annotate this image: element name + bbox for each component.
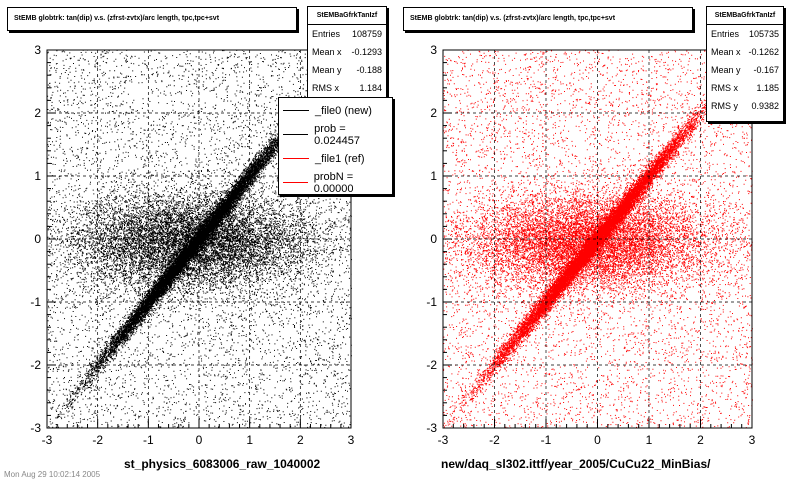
left-y-tick-label: -2	[30, 358, 41, 372]
right-x-tick-label: -3	[438, 433, 449, 447]
legend-line-swatch	[283, 182, 308, 183]
right-y-tick-label: 3	[430, 43, 437, 57]
stats-value: 1.184	[359, 83, 382, 93]
right-x-tick-label: -1	[541, 433, 552, 447]
legend-line-swatch	[283, 158, 309, 159]
right-y-tick-label: 1	[430, 169, 437, 183]
stats-label: Entries	[312, 29, 341, 39]
stats-value: -0.188	[356, 65, 382, 75]
right-x-tick-label: 0	[594, 433, 601, 447]
stats-value: -0.167	[753, 65, 779, 75]
left-y-tick-label: 0	[34, 232, 41, 246]
legend-entry: probN = 0.00000	[279, 171, 392, 194]
right-stats-name: StEMBaGfrkTanIzf	[707, 7, 783, 25]
stats-label: Mean y	[312, 65, 342, 75]
legend-label: prob = 0.024457	[314, 122, 361, 147]
stats-value: 105735	[748, 29, 779, 39]
right-stats-row: RMS y 0.9382	[707, 97, 783, 115]
stats-label: RMS y	[711, 101, 738, 111]
right-x-tick-label: -2	[489, 433, 500, 447]
left-stats-row: Mean x -0.1293	[308, 43, 386, 61]
left-plot-title: StEMB globtrk: tan(dip) v.s. (zfrst-zvtx…	[7, 7, 297, 31]
left-x-tick-label: 3	[348, 433, 355, 447]
right-plot: -3 -2 -1 0 1 2 3 -3 -2 -1 0 1 2 3	[426, 43, 755, 447]
legend-line-swatch	[283, 134, 309, 135]
left-x-tick-label: -1	[143, 433, 154, 447]
right-y-tick-label: 2	[430, 106, 437, 120]
stats-label: RMS x	[312, 83, 339, 93]
left-x-tick-label: 2	[297, 433, 304, 447]
right-y-tick-label: -3	[426, 421, 437, 435]
right-stats-row: Entries 105735	[707, 25, 783, 43]
legend-label: probN = 0.00000	[313, 170, 354, 195]
left-y-tick-label: -1	[30, 295, 41, 309]
left-stats-row: Entries 108759	[308, 25, 386, 43]
left-y-tick-label: -3	[30, 421, 41, 435]
left-x-tick-label: -3	[42, 433, 53, 447]
stats-label: Mean x	[711, 47, 741, 57]
left-y-tick-label: 1	[34, 169, 41, 183]
left-x-tick-label: -2	[92, 433, 103, 447]
left-stats-row: RMS x 1.184	[308, 79, 386, 97]
legend-entry: prob = 0.024457	[279, 122, 392, 147]
right-stats-box: StEMBaGfrkTanIzf Entries 105735 Mean x -0.…	[706, 6, 784, 122]
legend-entry: _file1 (ref)	[279, 147, 392, 170]
legend-entry: _file0 (new)	[279, 99, 392, 122]
stats-label: RMS x	[711, 83, 738, 93]
right-x-axis-label: new/daq_sl302.ittf/year_2005/CuCu22_MinB…	[441, 457, 711, 471]
right-x-tick-label: 3	[749, 433, 756, 447]
stats-value: 1.185	[756, 83, 779, 93]
legend-box: _file0 (new) prob = 0.024457 _file1 (ref…	[278, 97, 393, 195]
left-stats-box: StEMBaGfrkTanIzf Entries 108759 Mean x -0.…	[307, 6, 387, 104]
left-footer-date: Mon Aug 29 10:02:14 2005	[4, 470, 101, 479]
left-stats-name: StEMBaGfrkTanIzf	[308, 7, 386, 25]
legend-line-swatch	[283, 110, 309, 111]
legend-label: _file1 (ref)	[315, 152, 365, 165]
legend-label: _file0 (new)	[315, 104, 372, 117]
right-stats-row: Mean y -0.167	[707, 61, 783, 79]
stats-label: Mean y	[711, 65, 741, 75]
right-stats-row: RMS x 1.185	[707, 79, 783, 97]
left-y-tick-label: 2	[34, 106, 41, 120]
stats-value: -0.1262	[748, 47, 779, 57]
stats-value: 0.9382	[751, 101, 779, 111]
right-x-tick-label: 2	[697, 433, 704, 447]
stats-value: 108759	[351, 29, 382, 39]
left-x-axis-label: st_physics_6083006_raw_1040002	[124, 457, 321, 471]
stats-label: Mean x	[312, 47, 342, 57]
right-y-tick-label: -1	[426, 295, 437, 309]
left-stats-row: Mean y -0.188	[308, 61, 386, 79]
right-stats-row: Mean x -0.1262	[707, 43, 783, 61]
left-y-tick-label: 3	[34, 43, 41, 57]
right-plot-title: StEMB globtrk: tan(dip) v.s. (zfrst-zvtx…	[403, 7, 693, 31]
stats-value: -0.1293	[351, 47, 382, 57]
right-y-tick-label: 0	[430, 232, 437, 246]
left-x-tick-label: 0	[196, 433, 203, 447]
right-x-tick-label: 1	[646, 433, 653, 447]
right-scatter-points	[443, 49, 753, 429]
stats-label: Entries	[711, 29, 740, 39]
left-x-tick-label: 1	[246, 433, 253, 447]
right-y-tick-label: -2	[426, 358, 437, 372]
